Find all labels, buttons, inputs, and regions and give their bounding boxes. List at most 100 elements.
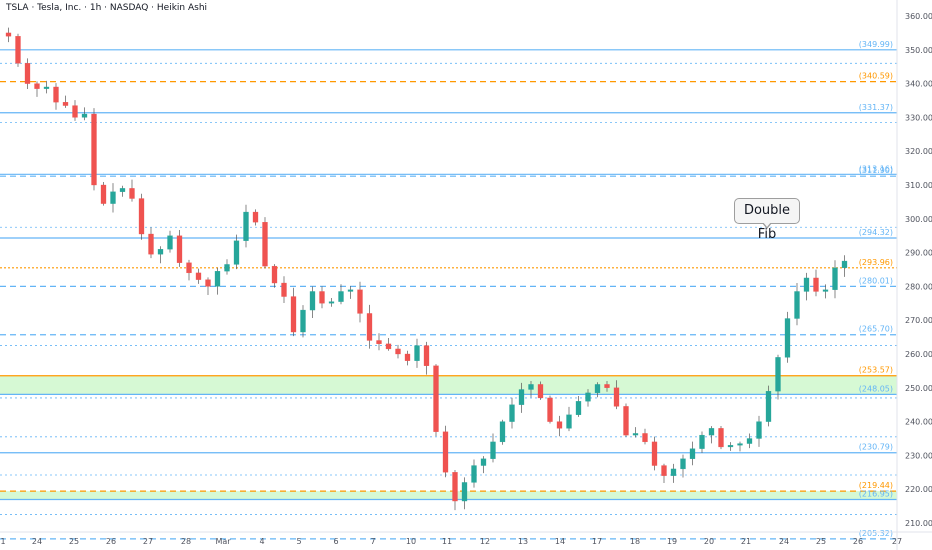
- candle-body: [594, 384, 601, 394]
- candle-body: [822, 289, 829, 292]
- candle-body: [157, 249, 164, 255]
- candle-body: [803, 277, 810, 292]
- time-tick-label: 26: [853, 537, 863, 546]
- price-tick-label: 330.00: [905, 113, 932, 122]
- price-tick-label: 240.00: [905, 418, 932, 427]
- candle-body: [376, 340, 382, 345]
- candle-body: [300, 309, 306, 333]
- time-tick-label: 28: [181, 537, 191, 546]
- candle-body: [537, 384, 544, 399]
- candle-body: [442, 431, 449, 473]
- price-tick-label: 220.00: [905, 485, 932, 494]
- candle-body: [727, 445, 734, 448]
- candle-body: [556, 421, 563, 429]
- candle-body: [794, 291, 800, 319]
- fib-level-label: (294.32): [859, 228, 893, 237]
- time-tick-label: 27: [892, 537, 902, 546]
- candle-body: [224, 264, 230, 272]
- candle-body: [15, 36, 21, 64]
- candle-body: [404, 353, 411, 361]
- candle-body: [290, 296, 297, 333]
- candle-body: [718, 428, 724, 448]
- candle-body: [53, 86, 59, 103]
- fib-level-label: (253.57): [859, 366, 893, 375]
- fib-level-label: (313.16): [859, 164, 893, 173]
- time-tick-label: 4: [259, 537, 264, 546]
- price-tick-label: 360.00: [905, 12, 932, 21]
- price-tick-label: 320.00: [905, 147, 932, 156]
- candle-body: [62, 102, 69, 106]
- time-tick-label: Mar: [215, 537, 231, 546]
- candle-body: [176, 235, 183, 263]
- fib-levels: [0, 49, 897, 540]
- candle-body: [708, 428, 715, 436]
- fib-level-labels: (349.99) (340.59) (331.37) (313.16)(311.90)…: [859, 40, 893, 538]
- candle-body: [585, 392, 591, 402]
- candle-body: [167, 235, 173, 250]
- price-tick-label: 300.00: [905, 215, 932, 224]
- time-tick-label: 20: [704, 537, 714, 546]
- candle-body: [214, 271, 221, 287]
- candle-body: [765, 391, 772, 422]
- candle-body: [243, 211, 249, 241]
- candle-body: [34, 83, 40, 89]
- price-tick-label: 210.00: [905, 519, 932, 528]
- price-tick-label: 290.00: [905, 249, 932, 258]
- candle-body: [689, 448, 696, 459]
- candle-body: [841, 260, 848, 268]
- price-tick-label: 310.00: [905, 181, 932, 190]
- heikin-ashi-candles: [5, 27, 848, 511]
- fib-level-label: (340.59): [859, 72, 893, 81]
- candle-body: [499, 421, 506, 443]
- candle-body: [813, 277, 819, 292]
- candle-body: [461, 482, 468, 502]
- fib-level-label: (248.05): [859, 384, 893, 393]
- candle-body: [651, 441, 658, 466]
- candle-body: [528, 384, 534, 390]
- price-tick-label: 270.00: [905, 316, 932, 325]
- time-tick-label: 5: [296, 537, 301, 546]
- price-tick-label: 250.00: [905, 384, 932, 393]
- fib-level-label: (205.32): [859, 529, 893, 538]
- candle-body: [43, 86, 50, 89]
- candle-body: [414, 345, 420, 361]
- candle-body: [471, 465, 477, 483]
- candle-body: [642, 433, 648, 443]
- candle-body: [832, 267, 838, 290]
- candle-body: [357, 289, 363, 314]
- candle-body: [110, 191, 116, 204]
- price-tick-label: 280.00: [905, 282, 932, 291]
- candle-body: [186, 262, 192, 274]
- time-axis[interactable]: 1 24 25 26 27 28 Mar 4 5 6 7 10 11 12 13 14 17 18 19 20 21 24…: [0, 531, 932, 546]
- double-fib-callout[interactable]: Double Fib: [734, 198, 800, 242]
- candle-body: [680, 458, 686, 470]
- candle-body: [81, 113, 88, 118]
- time-tick-label: 27: [143, 537, 153, 546]
- candle-body: [347, 289, 354, 292]
- candle-body: [518, 389, 525, 405]
- price-tick-label: 350.00: [905, 46, 932, 55]
- candle-body: [395, 348, 401, 355]
- price-tick-label: 230.00: [905, 451, 932, 460]
- fib-zones: [0, 375, 897, 500]
- candle-body: [309, 291, 316, 311]
- time-tick-label: 24: [32, 537, 42, 546]
- time-tick-label: 14: [555, 537, 565, 546]
- candle-body: [328, 301, 335, 304]
- time-tick-label: 7: [370, 537, 375, 546]
- callout-pointer: [762, 222, 772, 229]
- fib-level-label: (219.44): [859, 481, 893, 490]
- candle-body: [575, 401, 582, 415]
- candle-body: [547, 397, 553, 422]
- chart-title: TSLA · Tesla, Inc. · 1h · NASDAQ · Heiki…: [6, 3, 208, 13]
- candle-body: [5, 32, 12, 37]
- candle-body: [775, 357, 781, 392]
- candle-body: [452, 472, 458, 502]
- time-tick-label: 21: [741, 537, 751, 546]
- price-axis[interactable]: 360.00 350.00 340.00 330.00 320.00 310.00 300.…: [896, 0, 932, 550]
- candle-body: [490, 441, 496, 459]
- candle-body: [509, 404, 515, 422]
- candle-body: [433, 365, 439, 432]
- candle-body: [385, 343, 392, 350]
